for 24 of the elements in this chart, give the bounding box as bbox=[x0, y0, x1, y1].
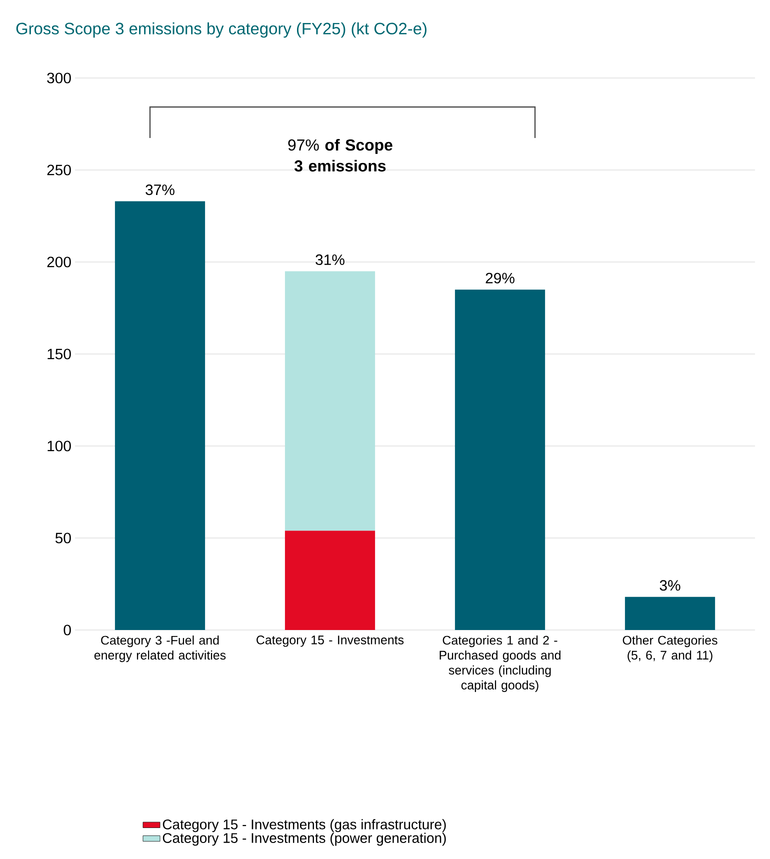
x-tick-label: Category 3 -Fuel and energy related activities bbox=[94, 636, 226, 662]
y-tick-label: 200 bbox=[47, 256, 71, 268]
annotation: 29% bbox=[486, 272, 514, 284]
x-tick-label: Category 15 - Investments bbox=[256, 636, 404, 647]
y-tick-label: 150 bbox=[48, 348, 71, 360]
y-tick-label: 0 bbox=[64, 624, 71, 636]
annotation: 3% bbox=[660, 580, 680, 591]
legend-label: Category 15 - Investments (gas infrastructure) bbox=[162, 819, 446, 832]
annotation: 97% of Scope 3 emissions bbox=[288, 138, 392, 172]
bar bbox=[454, 290, 546, 630]
y-tick-label: 300 bbox=[47, 72, 71, 84]
y-tick-label: 50 bbox=[55, 532, 71, 544]
bar bbox=[284, 271, 376, 531]
y-tick-label: 100 bbox=[48, 440, 71, 452]
legend-label: Category 15 - Investments (power generation) bbox=[162, 832, 446, 846]
bar bbox=[114, 201, 206, 630]
y-tick-label: 250 bbox=[47, 164, 71, 176]
bar bbox=[284, 530, 376, 630]
x-tick-label: Categories 1 and 2 - Purchased goods and services (including capital goods) bbox=[440, 636, 560, 692]
chart-title: Gross Scope 3 emissions by category (FY25) (kt CO2-e) bbox=[16, 22, 426, 38]
x-tick-label: Other Categories (5, 6, 7 and 11) bbox=[622, 636, 718, 662]
annotation: 31% bbox=[316, 254, 344, 266]
annotation: 37% bbox=[146, 184, 174, 196]
bar bbox=[624, 596, 716, 630]
